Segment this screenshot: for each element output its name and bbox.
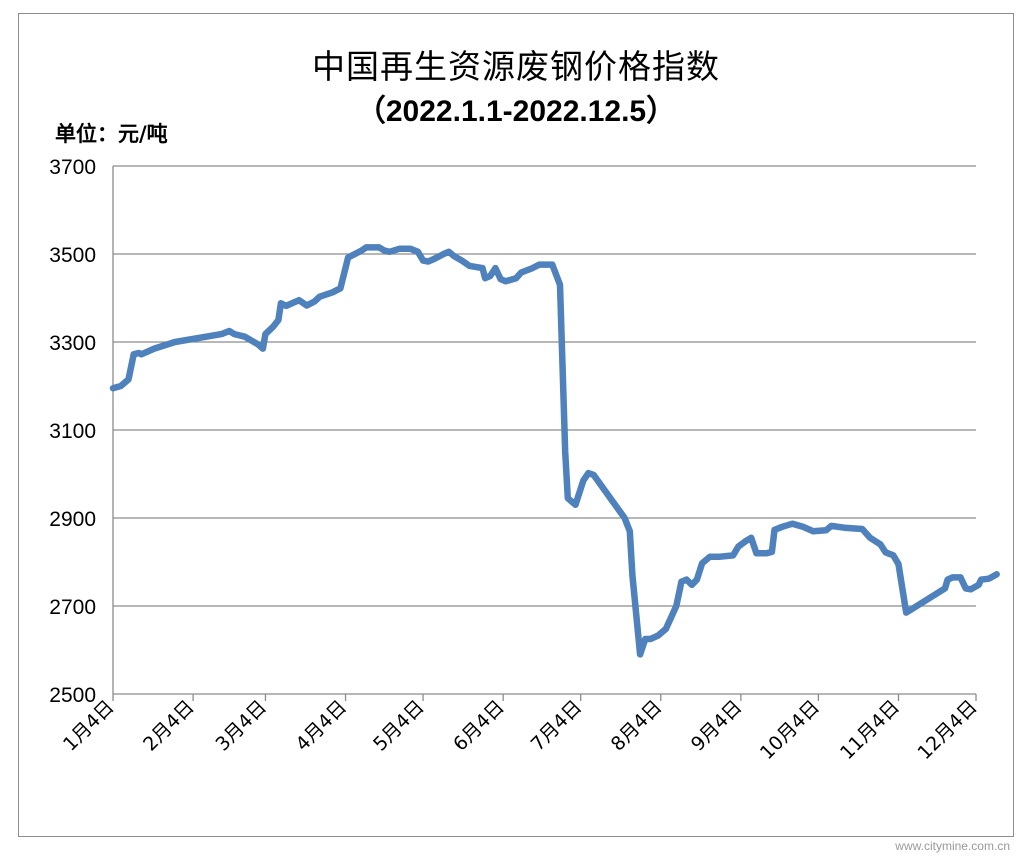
- x-tick-label: 8月4日: [607, 696, 667, 756]
- x-tick-label: 11月4日: [836, 696, 904, 764]
- chart-title: 中国再生资源废钢价格指数: [312, 47, 720, 86]
- y-tick-label: 3100: [49, 420, 96, 443]
- x-tick-label: 3月4日: [211, 696, 271, 756]
- x-tick-label: 7月4日: [527, 696, 587, 756]
- series-line: [109, 244, 1000, 658]
- y-tick-labels: 2500 2700 2900 3100 3300 3500 3700: [49, 156, 96, 707]
- x-tick-label: 5月4日: [369, 696, 429, 756]
- gridlines: [113, 165, 976, 607]
- y-tick-label: 2900: [49, 508, 96, 531]
- x-tick-labels: 1月4日 2月4日 3月4日 4月4日 5月4日 6月4日 7月4日 8月4日 9月4日 10月4…: [59, 696, 982, 764]
- series-group: [109, 244, 1000, 658]
- x-tick-label: 4月4日: [292, 696, 352, 756]
- axes: [112, 166, 977, 701]
- x-tick-label: 12月4日: [913, 696, 981, 764]
- unit-label: 单位：元/吨: [55, 122, 168, 146]
- y-tick-label: 3700: [49, 156, 96, 179]
- y-tick-label: 2500: [49, 684, 96, 707]
- y-tick-label: 2700: [49, 596, 96, 619]
- x-tick-label: 6月4日: [449, 696, 509, 756]
- chart-frame: [18, 13, 1014, 837]
- x-tick-label: 10月4日: [756, 696, 824, 764]
- x-tick-label: 2月4日: [139, 696, 199, 756]
- x-tick-label: 9月4日: [687, 696, 747, 756]
- y-tick-label: 3500: [49, 244, 96, 267]
- watermark-text: www.citymine.com.cn: [895, 839, 1010, 853]
- chart-subtitle: （2022.1.1-2022.12.5）: [355, 95, 677, 128]
- y-tick-label: 3300: [49, 332, 96, 355]
